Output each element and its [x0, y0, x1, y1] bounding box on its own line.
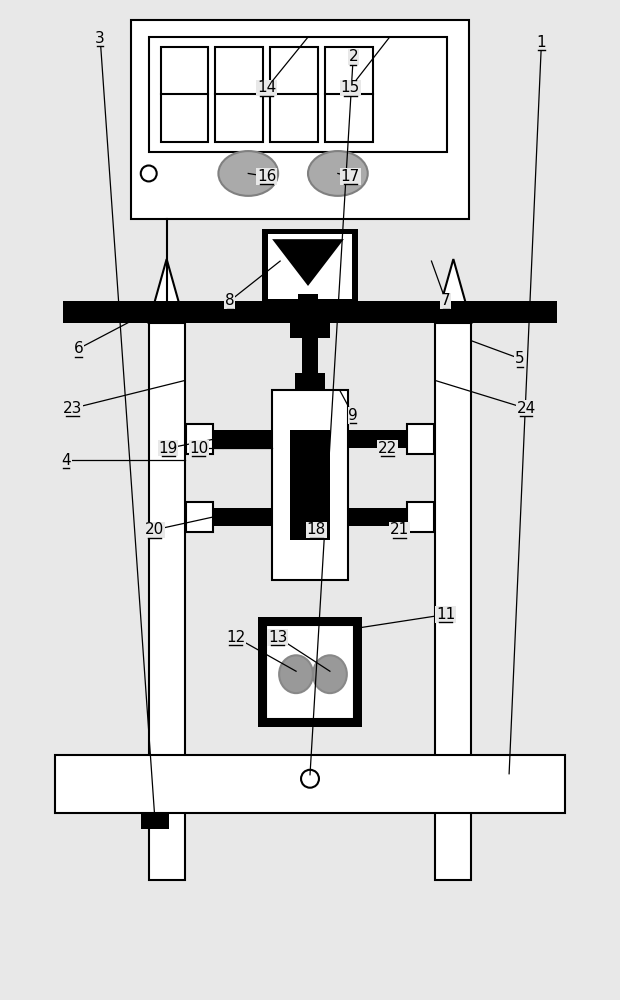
Text: 19: 19	[158, 441, 178, 456]
Bar	[295, 373, 325, 390]
Circle shape	[141, 166, 157, 181]
Text: 20: 20	[145, 522, 164, 537]
Bar	[185, 508, 272, 526]
Text: 6: 6	[74, 341, 84, 356]
Bar	[161, 47, 208, 142]
Bar	[268, 234, 352, 299]
Bar	[348, 508, 435, 526]
Polygon shape	[149, 259, 185, 323]
Bar	[215, 47, 264, 142]
Text: 2: 2	[348, 49, 358, 64]
Bar	[325, 47, 373, 142]
Circle shape	[301, 770, 319, 788]
Bar	[63, 301, 557, 323]
Bar	[185, 430, 272, 448]
Text: 21: 21	[390, 522, 409, 537]
Bar	[348, 430, 435, 448]
Text: 23: 23	[63, 401, 82, 416]
Text: 10: 10	[189, 441, 208, 456]
Bar	[407, 502, 435, 532]
Text: 1: 1	[537, 35, 546, 50]
Bar	[272, 390, 348, 580]
Bar	[298, 294, 318, 304]
Bar	[131, 20, 469, 219]
Polygon shape	[435, 259, 471, 323]
Bar	[270, 47, 318, 142]
Text: 7: 7	[441, 293, 451, 308]
Text: 16: 16	[257, 169, 277, 184]
Bar	[141, 813, 169, 829]
Text: 13: 13	[268, 630, 288, 645]
Text: 5: 5	[515, 351, 525, 366]
Text: 18: 18	[306, 522, 326, 537]
Bar	[259, 617, 361, 727]
Ellipse shape	[313, 655, 347, 693]
Text: 17: 17	[340, 169, 360, 184]
Ellipse shape	[279, 655, 313, 693]
Bar	[185, 424, 213, 454]
Text: 15: 15	[340, 80, 360, 95]
Polygon shape	[272, 239, 344, 286]
Bar	[262, 229, 358, 304]
Bar	[266, 625, 354, 719]
Bar	[55, 755, 565, 813]
Ellipse shape	[218, 151, 278, 196]
Bar	[290, 430, 330, 540]
Text: 11: 11	[436, 607, 456, 622]
Text: 22: 22	[378, 441, 397, 456]
Text: 9: 9	[348, 408, 358, 423]
Bar	[185, 502, 213, 532]
Ellipse shape	[308, 151, 368, 196]
Bar	[302, 338, 318, 373]
Text: 8: 8	[225, 293, 234, 308]
Bar	[407, 424, 435, 454]
Text: 4: 4	[61, 453, 71, 468]
Text: 12: 12	[226, 630, 246, 645]
Bar	[149, 37, 448, 152]
Bar	[290, 323, 330, 338]
Bar	[149, 323, 185, 880]
Text: 24: 24	[516, 401, 536, 416]
Bar	[435, 323, 471, 880]
Text: 14: 14	[257, 80, 277, 95]
Text: 3: 3	[95, 31, 105, 46]
